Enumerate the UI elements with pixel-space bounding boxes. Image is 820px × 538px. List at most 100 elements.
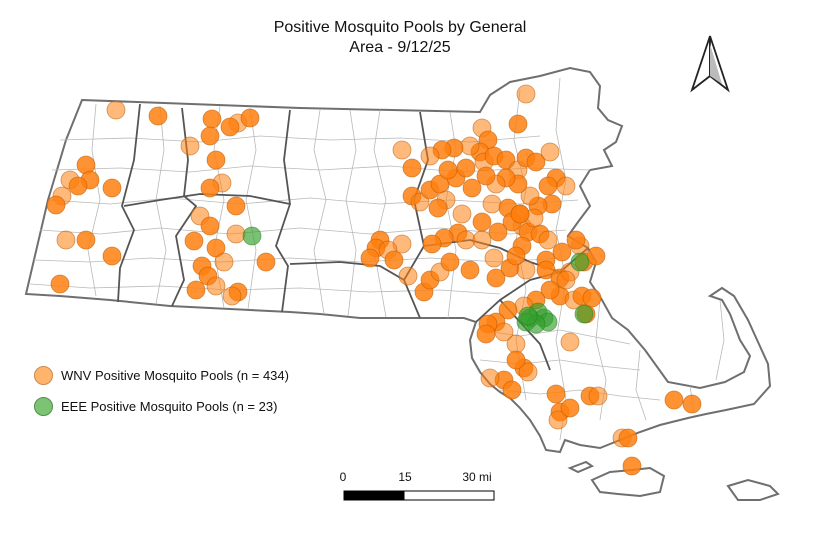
wnv-pool-marker — [420, 146, 440, 166]
wnv-pool-marker — [664, 390, 684, 410]
wnv-pool-marker — [402, 158, 422, 178]
wnv-pool-marker — [508, 114, 528, 134]
wnv-pool-marker — [538, 230, 558, 250]
wnv-pool-marker — [510, 204, 530, 224]
wnv-pool-marker — [516, 260, 536, 280]
wnv-pool-marker — [398, 266, 418, 286]
wnv-pool-marker — [618, 428, 638, 448]
town-line — [87, 103, 101, 297]
wnv-pool-marker — [540, 280, 560, 300]
wnv-pool-marker — [480, 368, 500, 388]
wnv-pool-marker — [566, 230, 586, 250]
wnv-pool-marker — [50, 274, 70, 294]
scale-label-30: 30 mi — [462, 470, 492, 484]
wnv-points — [46, 84, 702, 476]
wnv-pool-marker — [202, 109, 222, 129]
wnv-pool-marker — [484, 248, 504, 268]
wnv-pool-marker — [256, 252, 276, 272]
legend-eee-label: EEE Positive Mosquito Pools (n = 23) — [61, 399, 278, 414]
map-title-line2: Area - 9/12/25 — [349, 39, 451, 56]
wnv-pool-marker — [148, 106, 168, 126]
legend-eee: EEE Positive Mosquito Pools (n = 23) — [34, 397, 289, 416]
scale-label-0: 0 — [339, 470, 347, 484]
wnv-pool-marker — [456, 230, 476, 250]
wnv-pool-marker — [428, 198, 448, 218]
town-line — [313, 109, 327, 315]
wnv-pool-marker — [538, 176, 558, 196]
wnv-pool-marker — [214, 252, 234, 272]
wnv-pool-marker — [560, 332, 580, 352]
wnv-pool-marker — [560, 398, 580, 418]
wnv-pool-marker — [68, 176, 88, 196]
scale-bar — [343, 490, 495, 501]
wnv-pool-marker — [360, 248, 380, 268]
wnv-pool-marker — [536, 260, 556, 280]
town-line — [345, 109, 357, 317]
island-marthas-vineyard — [590, 466, 666, 498]
island-nantucket — [726, 478, 780, 501]
wnv-pool-marker — [506, 334, 526, 354]
wnv-pool-marker — [488, 222, 508, 242]
wnv-pool-marker — [460, 136, 480, 156]
legend: WNV Positive Mosquito Pools (n = 434) EE… — [34, 366, 289, 428]
legend-wnv-label: WNV Positive Mosquito Pools (n = 434) — [61, 368, 289, 383]
wnv-pool-marker — [482, 194, 502, 214]
wnv-pool-marker — [240, 108, 260, 128]
wnv-pool-marker — [518, 362, 538, 382]
wnv-pool-marker — [506, 350, 526, 370]
town-line — [245, 107, 257, 310]
wnv-pool-marker — [180, 136, 200, 156]
eee-points — [242, 226, 594, 334]
wnv-pool-marker — [384, 250, 404, 270]
wnv-pool-marker — [622, 456, 642, 476]
wnv-pool-marker — [200, 178, 220, 198]
wnv-pool-marker — [498, 300, 518, 320]
wnv-pool-marker — [582, 288, 602, 308]
town-line — [373, 109, 387, 318]
wnv-pool-marker — [502, 380, 522, 400]
map-title: Positive Mosquito Pools by General Area … — [230, 18, 570, 58]
wnv-pool-marker — [588, 386, 608, 406]
town-line — [715, 299, 725, 381]
legend-wnv: WNV Positive Mosquito Pools (n = 434) — [34, 366, 289, 385]
wnv-pool-marker — [556, 270, 576, 290]
wnv-pool-marker — [516, 84, 536, 104]
wnv-pool-marker — [552, 242, 572, 262]
town-line — [635, 349, 647, 421]
wnv-pool-marker — [520, 186, 540, 206]
wnv-pool-marker — [682, 394, 702, 414]
wnv-pool-marker — [206, 238, 226, 258]
wnv-pool-marker — [460, 260, 480, 280]
eee-pool-marker — [574, 304, 594, 324]
eee-pool-marker — [518, 306, 538, 326]
town-line — [479, 359, 641, 371]
island-elizabeth — [567, 460, 595, 474]
wnv-pool-marker — [452, 204, 472, 224]
wnv-pool-marker — [392, 140, 412, 160]
wnv-pool-marker — [556, 176, 576, 196]
wnv-pool-marker — [472, 212, 492, 232]
wnv-pool-marker — [220, 117, 240, 137]
wnv-pool-marker — [506, 246, 526, 266]
wnv-pool-marker — [200, 126, 220, 146]
wnv-swatch-icon — [34, 366, 53, 385]
wnv-pool-marker — [476, 166, 496, 186]
wnv-pool-marker — [472, 230, 492, 250]
wnv-pool-marker — [206, 150, 226, 170]
wnv-pool-marker — [440, 252, 460, 272]
wnv-pool-marker — [206, 276, 226, 296]
eee-pool-marker — [242, 226, 262, 246]
wnv-pool-marker — [546, 384, 566, 404]
wnv-pool-marker — [422, 234, 442, 254]
wnv-pool-marker — [486, 268, 506, 288]
town-line — [499, 389, 661, 401]
wnv-pool-marker — [76, 230, 96, 250]
wnv-pool-marker — [226, 196, 246, 216]
wnv-pool-marker — [462, 178, 482, 198]
wnv-pool-marker — [456, 158, 476, 178]
scale-label-15: 15 — [398, 470, 412, 484]
wnv-pool-marker — [222, 286, 242, 306]
wnv-pool-marker — [586, 246, 606, 266]
wnv-pool-marker — [106, 100, 126, 120]
